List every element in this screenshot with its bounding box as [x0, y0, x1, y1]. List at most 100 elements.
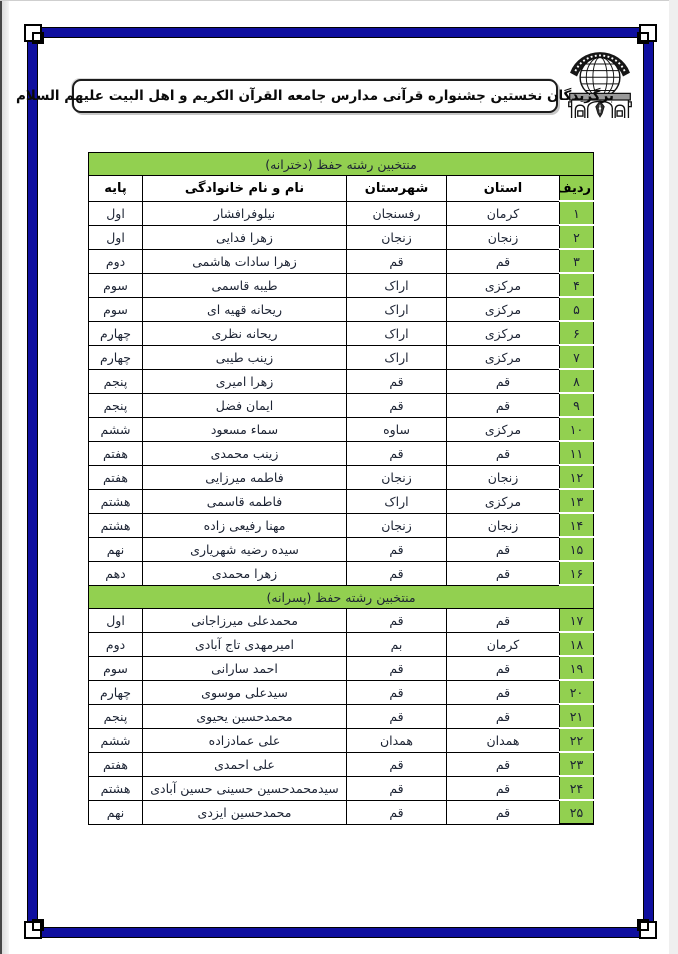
cell-province: مرکزی: [446, 320, 560, 346]
cell-grade: هفتم: [88, 464, 143, 490]
cell-name: زهرا امیری: [142, 368, 347, 394]
cell-province: قم: [446, 608, 560, 633]
cell-name: سیدمحمدحسین حسینی حسین آبادی: [142, 775, 347, 801]
cell-province: زنجان: [446, 512, 560, 538]
cell-grade: هفتم: [88, 751, 143, 777]
cell-city: قم: [346, 368, 447, 394]
table-row: ۱۷ قم قم محمدعلی میرزاجانی اول: [88, 608, 594, 633]
table-row: ۱۵ قم قم سیده رضیه شهریاری نهم: [88, 536, 594, 562]
cell-grade: اول: [88, 608, 143, 633]
table-row: ۱۸ کرمان بم امیرمهدی تاج آبادی دوم: [88, 631, 594, 657]
cell-grade: پنجم: [88, 703, 143, 729]
cell-row: ۲۴: [559, 775, 594, 801]
cell-row: ۵: [559, 296, 594, 322]
section-title: منتخبین رشته حفظ (پسرانه): [88, 584, 594, 609]
scan-edge-top: [0, 0, 678, 1]
cell-city: قم: [346, 536, 447, 562]
frame-corner-ornament-bl-inner: [32, 919, 44, 931]
cell-row: ۱۲: [559, 464, 594, 490]
cell-grade: نهم: [88, 799, 143, 825]
cell-name: محمدحسین یحیوی: [142, 703, 347, 729]
cell-city: قم: [346, 751, 447, 777]
cell-name: طیبه قاسمی: [142, 272, 347, 298]
cell-city: قم: [346, 440, 447, 466]
cell-grade: هشتم: [88, 488, 143, 514]
cell-city: اراک: [346, 296, 447, 322]
cell-row: ۷: [559, 344, 594, 370]
cell-grade: چهارم: [88, 344, 143, 370]
cell-row: ۱۵: [559, 536, 594, 562]
cell-row: ۱: [559, 200, 594, 226]
cell-row: ۱۹: [559, 655, 594, 681]
table-row: ۵ مرکزی اراک ریحانه قهیه ای سوم: [88, 296, 594, 322]
table-row: ۳ قم قم زهرا سادات هاشمی دوم: [88, 248, 594, 274]
table-row: ۲۵ قم قم محمدحسین ایزدی نهم: [88, 799, 594, 825]
page-title: برگزیدگان نخستین جشنواره قرآنی مدارس جام…: [15, 88, 614, 104]
cell-row: ۱۶: [559, 560, 594, 586]
cell-city: قم: [346, 608, 447, 633]
cell-city: قم: [346, 655, 447, 681]
cell-name: ریحانه قهیه ای: [142, 296, 347, 322]
cell-grade: دهم: [88, 560, 143, 586]
cell-grade: چهارم: [88, 679, 143, 705]
cell-name: امیرمهدی تاج آبادی: [142, 631, 347, 657]
cell-name: علی عمادزاده: [142, 727, 347, 753]
results-table-body: منتخبین رشته حفظ (دخترانه) ردیف استان شهرست…: [88, 152, 594, 825]
section-bar-row: منتخبین رشته حفظ (پسرانه): [88, 584, 594, 609]
cell-grade: هشتم: [88, 775, 143, 801]
cell-city: قم: [346, 679, 447, 705]
scan-edge-left: [0, 0, 2, 954]
cell-grade: اول: [88, 224, 143, 250]
cell-province: قم: [446, 703, 560, 729]
cell-province: قم: [446, 799, 560, 825]
cell-row: ۲۵: [559, 799, 594, 825]
table-row: ۹ قم قم ایمان فضل پنجم: [88, 392, 594, 418]
scan-edge-right: [669, 0, 678, 954]
cell-grade: ششم: [88, 416, 143, 442]
cell-province: قم: [446, 560, 560, 586]
table-row: ۱۴ زنجان زنجان مهنا رفیعی زاده هشتم: [88, 512, 594, 538]
cell-row: ۱۱: [559, 440, 594, 466]
cell-province: زنجان: [446, 224, 560, 250]
cell-grade: سوم: [88, 655, 143, 681]
cell-row: ۲: [559, 224, 594, 250]
cell-city: قم: [346, 248, 447, 274]
cell-city: زنجان: [346, 512, 447, 538]
cell-row: ۳: [559, 248, 594, 274]
cell-province: قم: [446, 655, 560, 681]
scan-edge-left-shade: [2, 0, 9, 954]
cell-name: فاطمه میرزایی: [142, 464, 347, 490]
frame-corner-ornament-br-inner: [637, 919, 649, 931]
table-row: ۴ مرکزی اراک طیبه قاسمی سوم: [88, 272, 594, 298]
table-row: ۱ کرمان رفسنجان نیلوفرافشار اول: [88, 200, 594, 226]
cell-city: همدان: [346, 727, 447, 753]
cell-city: قم: [346, 775, 447, 801]
column-header-city: شهرستان: [346, 175, 447, 202]
cell-province: کرمان: [446, 631, 560, 657]
table-row: ۲۰ قم قم سیدعلی موسوی چهارم: [88, 679, 594, 705]
cell-name: محمدعلی میرزاجانی: [142, 608, 347, 633]
cell-grade: ششم: [88, 727, 143, 753]
cell-province: مرکزی: [446, 272, 560, 298]
cell-province: قم: [446, 248, 560, 274]
cell-name: احمد سارانی: [142, 655, 347, 681]
column-header-row: ردیف استان شهرستان نام و نام خانوادگی پایه: [88, 175, 594, 202]
cell-row: ۱۸: [559, 631, 594, 657]
cell-grade: پنجم: [88, 368, 143, 394]
cell-city: بم: [346, 631, 447, 657]
cell-city: زنجان: [346, 224, 447, 250]
cell-city: رفسنجان: [346, 200, 447, 226]
cell-grade: اول: [88, 200, 143, 226]
cell-name: علی احمدی: [142, 751, 347, 777]
cell-row: ۱۴: [559, 512, 594, 538]
column-header-province: استان: [446, 175, 560, 202]
cell-province: قم: [446, 440, 560, 466]
table-row: ۱۲ زنجان زنجان فاطمه میرزایی هفتم: [88, 464, 594, 490]
cell-province: قم: [446, 679, 560, 705]
cell-city: قم: [346, 703, 447, 729]
cell-province: قم: [446, 368, 560, 394]
cell-row: ۴: [559, 272, 594, 298]
cell-grade: هفتم: [88, 440, 143, 466]
section-title: منتخبین رشته حفظ (دخترانه): [88, 152, 594, 176]
cell-province: همدان: [446, 727, 560, 753]
